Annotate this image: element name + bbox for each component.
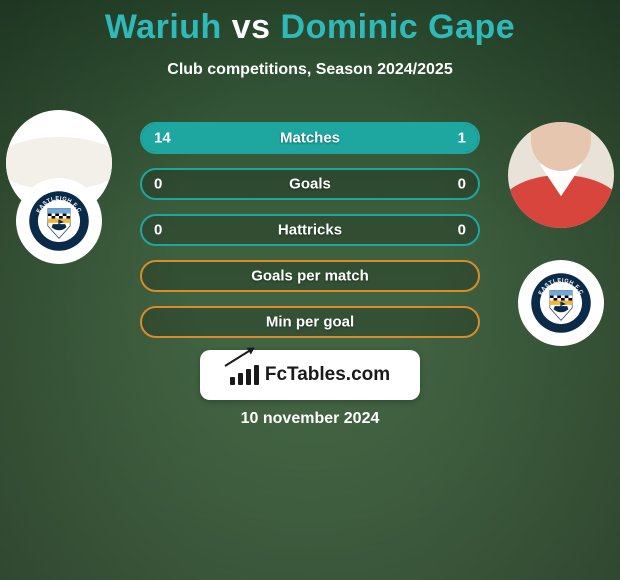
club-crest-left: EASTLEIGH F.C [16,178,102,264]
logo-bar [254,365,259,385]
stat-label: Goals [142,176,478,193]
logo-bar [238,373,243,385]
page-title: Wariuh vs Dominic Gape [0,0,620,47]
crest-icon: EASTLEIGH F.C [28,190,90,252]
date-text: 10 november 2024 [0,410,620,428]
fctables-logo: FcTables.com [200,350,420,400]
logo-bar [246,369,251,385]
subtitle: Club competitions, Season 2024/2025 [0,61,620,79]
crest-icon: EASTLEIGH F.C [530,272,592,334]
title-player-right: Dominic Gape [281,8,516,46]
content: Wariuh vs Dominic Gape Club competitions… [0,0,620,580]
title-player-left: Wariuh [105,8,222,46]
stat-rows: 141Matches 00Goals 00Hattricks Goals per ma… [140,122,480,352]
avatar-right [508,122,614,228]
title-vs: vs [232,8,271,46]
stat-label: Goals per match [142,268,478,285]
logo-bar [230,377,235,385]
stat-row: Goals per match [140,260,480,292]
stat-row: 00Hattricks [140,214,480,246]
stat-label: Min per goal [142,314,478,331]
stat-label: Matches [142,130,478,147]
stat-label: Hattricks [142,222,478,239]
avatar-right-chin [531,122,590,171]
logo-text: FcTables.com [265,364,390,386]
stat-row: 00Goals [140,168,480,200]
club-crest-right: EASTLEIGH F.C [518,260,604,346]
stat-row: 141Matches [140,122,480,154]
logo-bars-icon [230,365,259,385]
logo-arrow-icon [224,347,254,367]
stat-row: Min per goal [140,306,480,338]
